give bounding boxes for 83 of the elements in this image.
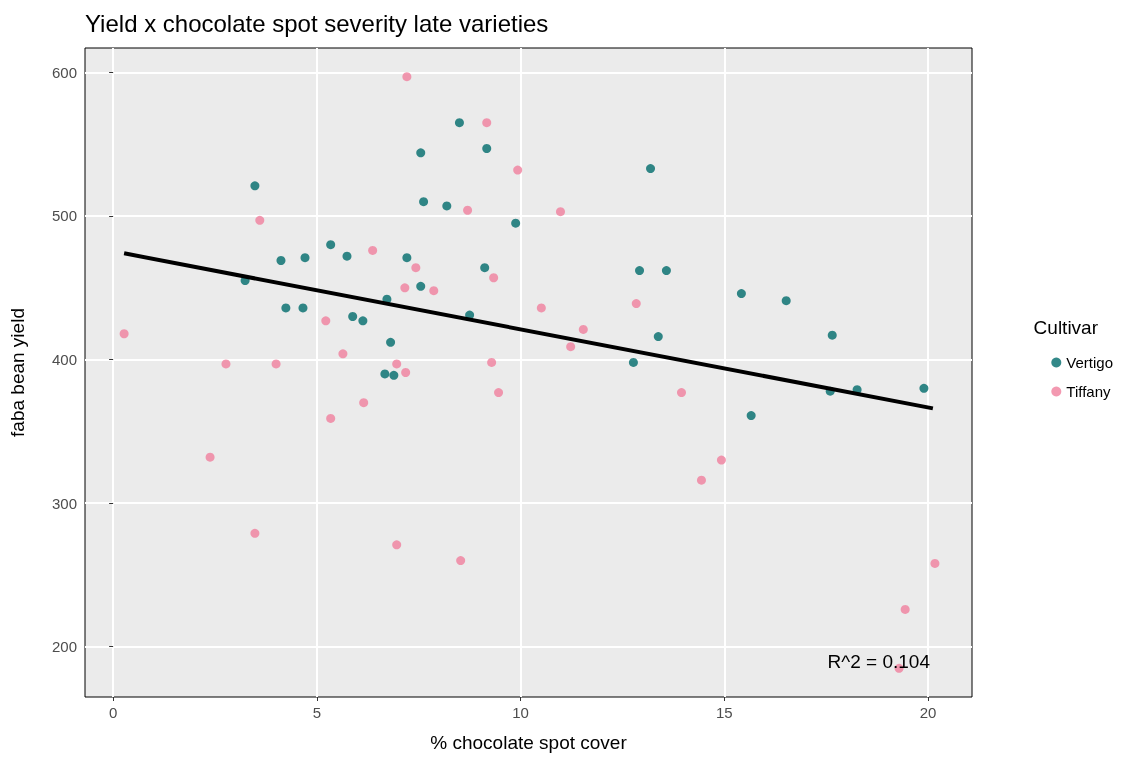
point [454,118,464,128]
point [480,263,490,273]
x-tick-label: 5 [312,704,322,721]
point [487,357,497,367]
point [511,218,521,228]
point [250,181,260,191]
point [416,148,426,158]
point [736,289,746,299]
point [386,337,396,347]
point [419,197,429,207]
point [489,273,499,283]
y-tick-label: 500 [51,207,77,225]
point [271,359,281,369]
y-tick-label: 200 [51,638,77,656]
y-tick-label: 300 [51,494,77,512]
legend-label: Tiffany [1066,383,1111,400]
point [456,556,466,566]
point [555,207,565,217]
point [300,253,310,263]
point [661,266,671,276]
y-tick-label: 400 [51,351,77,369]
point [119,329,129,339]
point [463,205,473,215]
point [411,263,421,273]
point [930,558,940,568]
point [494,388,504,398]
point [321,316,331,326]
point [389,370,399,380]
point [348,312,358,321]
point [827,330,837,340]
point [429,286,439,296]
point [919,383,929,393]
point [635,266,645,276]
point [416,281,426,291]
point [482,118,492,128]
point [250,528,260,538]
point [255,215,265,225]
point [392,540,402,550]
x-tick-label: 20 [919,704,937,721]
point [677,388,686,398]
point [392,359,402,369]
y-axis-title: faba bean yield [7,308,28,437]
point [221,359,231,369]
x-tick-label: 10 [512,704,529,721]
point [566,342,576,352]
point [401,368,411,377]
annotation: R^2 = 0.104 [827,651,931,672]
chart-title: Yield x chocolate spot severity late varieties [85,9,549,37]
point [442,201,452,211]
x-tick-label: 15 [715,704,733,721]
point [338,349,348,359]
point [716,455,726,465]
point [628,357,638,367]
point [205,452,215,462]
point [536,303,546,313]
legend-label: Vertigo [1066,354,1113,371]
point [631,299,641,309]
point [781,296,791,306]
point [402,72,412,82]
point [513,165,523,175]
point [696,475,706,485]
point [746,411,756,421]
point [368,245,378,255]
y-tick-label: 600 [51,63,77,81]
point [482,144,492,154]
point [359,398,369,408]
point [326,240,336,250]
point [326,413,336,423]
point [646,164,656,174]
point [298,303,308,313]
point [900,604,910,614]
x-axis-title: % chocolate spot cover [430,732,628,753]
point [281,303,291,313]
point [342,251,352,261]
x-tick-label: 0 [108,704,118,721]
point [276,256,286,265]
point [653,332,663,342]
point [400,283,410,293]
point [380,369,390,379]
point [578,324,588,334]
point [358,316,368,326]
legend-title: Cultivar [1033,317,1099,338]
point [402,253,412,263]
